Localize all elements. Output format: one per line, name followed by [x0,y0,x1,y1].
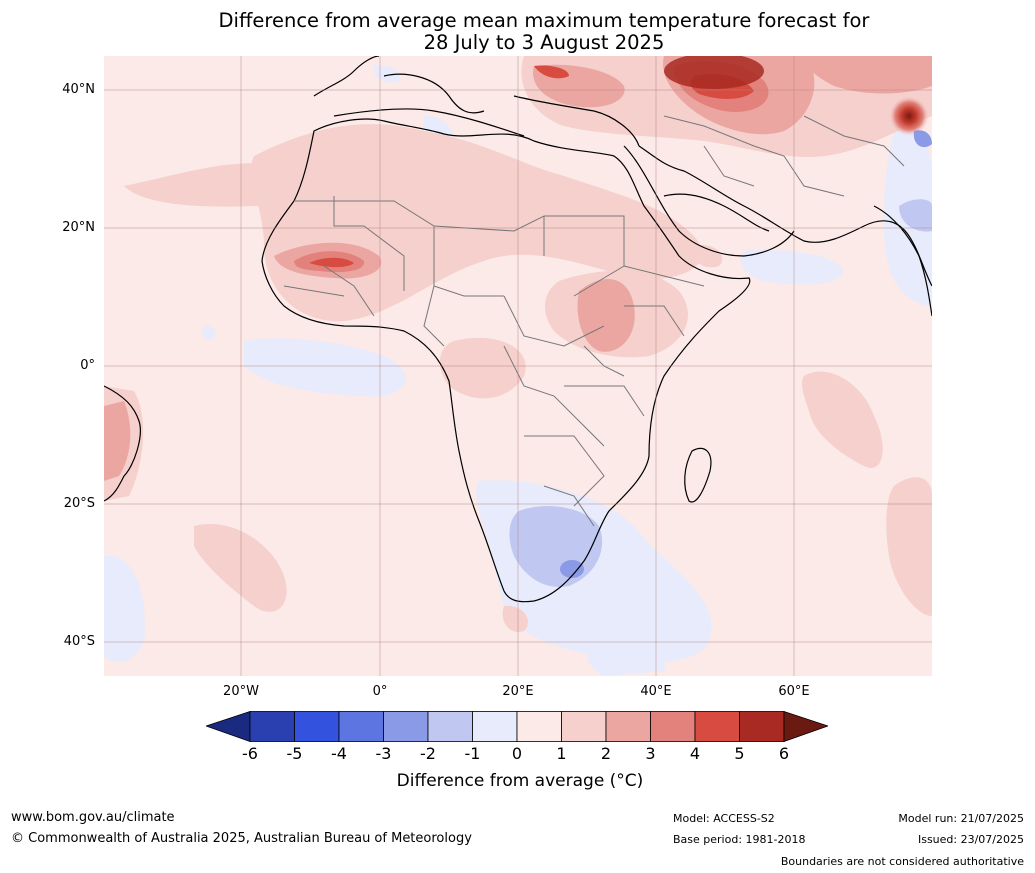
footer-base-period: Base period: 1981-2018 [673,833,806,846]
colorbar-tick-label: -4 [331,744,347,763]
colorbar-tick-label: -5 [286,744,303,763]
colorbar-cell [739,711,785,742]
footer-issued: Issued: 23/07/2025 [917,833,1024,846]
footer-model: Model: ACCESS-S2 [673,812,775,825]
lat-label-40s: 40°S [63,634,95,649]
colorbar-tick-label: 2 [600,744,612,763]
colorbar-cell [650,711,696,742]
colorbar [206,711,828,742]
colorbar-cell [249,711,295,742]
country-borders [283,115,905,527]
colorbar-cell-max [783,711,828,742]
map-canvas [104,56,932,676]
coastlines [104,56,932,603]
footer-model-run: Model run: 21/07/2025 [898,812,1024,825]
colorbar-tick-label: 4 [689,744,701,763]
lat-label-20n: 20°N [62,220,95,235]
lon-label-40e: 40°E [640,684,672,699]
colorbar-cell [694,711,740,742]
lat-label-0: 0° [80,358,95,373]
anomaly-map [104,56,932,676]
colorbar-label: Difference from average (°C) [396,771,644,791]
colorbar-tick-label: -3 [375,744,392,763]
colorbar-tick-label: -1 [464,744,481,763]
colorbar-cell [472,711,518,742]
lon-label-20w: 20°W [223,684,259,699]
footer-website[interactable]: www.bom.gov.au/climate [11,810,175,825]
colorbar-tick-label: 0 [511,744,523,763]
colorbar-cell [338,711,384,742]
colorbar-tick-label: -2 [420,744,436,763]
colorbar-tick-label: 3 [645,744,656,763]
footer-copyright: © Commonwealth of Australia 2025, Austra… [11,831,472,846]
map-title: Difference from average mean maximum tem… [0,10,1035,54]
colorbar-tick-label: 5 [734,744,745,763]
graticule [104,56,932,676]
title-line-1: Difference from average mean maximum tem… [218,9,870,32]
colorbar-tick-label: -6 [242,744,258,763]
lon-label-60e: 60°E [778,684,810,699]
colorbar-tick-label: 6 [778,744,790,763]
footer-disclaimer: Boundaries are not considered authoritat… [780,855,1024,868]
colorbar-cell [516,711,562,742]
colorbar-cell [561,711,607,742]
colorbar-cell [605,711,651,742]
lon-label-20e: 20°E [502,684,534,699]
colorbar-cell [383,711,429,742]
colorbar-cell [427,711,473,742]
lat-label-20s: 20°S [63,496,95,511]
colorbar-cell [294,711,340,742]
colorbar-cell-min [206,711,251,742]
lat-label-40n: 40°N [62,82,95,97]
title-line-2: 28 July to 3 August 2025 [423,31,665,54]
colorbar-tick-label: 1 [556,744,567,763]
lon-label-0: 0° [372,684,388,699]
